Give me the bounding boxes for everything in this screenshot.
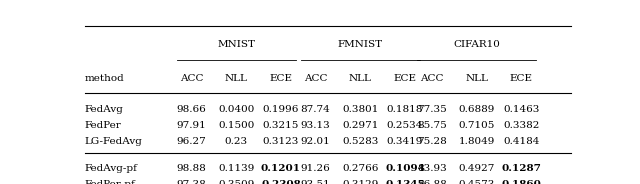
Text: 0.5283: 0.5283 [342, 137, 378, 146]
Text: 0.3801: 0.3801 [342, 105, 378, 114]
Text: 97.38: 97.38 [177, 180, 207, 184]
Text: method: method [85, 74, 125, 83]
Text: 0.1818: 0.1818 [387, 105, 423, 114]
Text: 0.1996: 0.1996 [262, 105, 299, 114]
Text: 0.2534: 0.2534 [387, 121, 423, 130]
Text: 0.4927: 0.4927 [459, 164, 495, 173]
Text: 0.3382: 0.3382 [503, 121, 540, 130]
Text: FedPer-pf: FedPer-pf [85, 180, 136, 184]
Text: 77.35: 77.35 [417, 105, 447, 114]
Text: CIFAR10: CIFAR10 [453, 40, 500, 49]
Text: ACC: ACC [180, 74, 204, 83]
Text: 92.01: 92.01 [301, 137, 330, 146]
Text: 85.75: 85.75 [417, 121, 447, 130]
Text: 75.28: 75.28 [417, 137, 447, 146]
Text: 93.13: 93.13 [301, 121, 330, 130]
Text: FedAvg-pf: FedAvg-pf [85, 164, 138, 173]
Text: 98.88: 98.88 [177, 164, 207, 173]
Text: 0.1345: 0.1345 [385, 180, 425, 184]
Text: 98.66: 98.66 [177, 105, 207, 114]
Text: 0.1860: 0.1860 [502, 180, 541, 184]
Text: 0.1463: 0.1463 [503, 105, 540, 114]
Text: 87.74: 87.74 [301, 105, 330, 114]
Text: 93.51: 93.51 [301, 180, 330, 184]
Text: FedPer: FedPer [85, 121, 122, 130]
Text: ECE: ECE [269, 74, 292, 83]
Text: 86.88: 86.88 [417, 180, 447, 184]
Text: 0.2971: 0.2971 [342, 121, 378, 130]
Text: 0.6889: 0.6889 [459, 105, 495, 114]
Text: 0.7105: 0.7105 [459, 121, 495, 130]
Text: 0.1201: 0.1201 [261, 164, 301, 173]
Text: FMNIST: FMNIST [338, 40, 383, 49]
Text: 0.4184: 0.4184 [503, 137, 540, 146]
Text: ECE: ECE [394, 74, 417, 83]
Text: 0.1287: 0.1287 [502, 164, 541, 173]
Text: NLL: NLL [465, 74, 488, 83]
Text: ECE: ECE [510, 74, 533, 83]
Text: 0.1139: 0.1139 [218, 164, 255, 173]
Text: 0.3419: 0.3419 [387, 137, 423, 146]
Text: 0.3129: 0.3129 [342, 180, 378, 184]
Text: 0.23: 0.23 [225, 137, 248, 146]
Text: 0.0400: 0.0400 [218, 105, 255, 114]
Text: FedAvg: FedAvg [85, 105, 124, 114]
Text: MNIST: MNIST [217, 40, 255, 49]
Text: 1.8049: 1.8049 [459, 137, 495, 146]
Text: NLL: NLL [225, 74, 248, 83]
Text: 0.2308: 0.2308 [261, 180, 301, 184]
Text: 0.2766: 0.2766 [342, 164, 378, 173]
Text: LG-FedAvg: LG-FedAvg [85, 137, 143, 146]
Text: 0.3509: 0.3509 [218, 180, 255, 184]
Text: 0.3123: 0.3123 [262, 137, 299, 146]
Text: ACC: ACC [420, 74, 444, 83]
Text: 96.27: 96.27 [177, 137, 207, 146]
Text: 91.26: 91.26 [301, 164, 330, 173]
Text: 0.4573: 0.4573 [459, 180, 495, 184]
Text: 0.1094: 0.1094 [385, 164, 425, 173]
Text: NLL: NLL [349, 74, 372, 83]
Text: 83.93: 83.93 [417, 164, 447, 173]
Text: 97.91: 97.91 [177, 121, 207, 130]
Text: ACC: ACC [304, 74, 327, 83]
Text: 0.1500: 0.1500 [218, 121, 255, 130]
Text: 0.3215: 0.3215 [262, 121, 299, 130]
